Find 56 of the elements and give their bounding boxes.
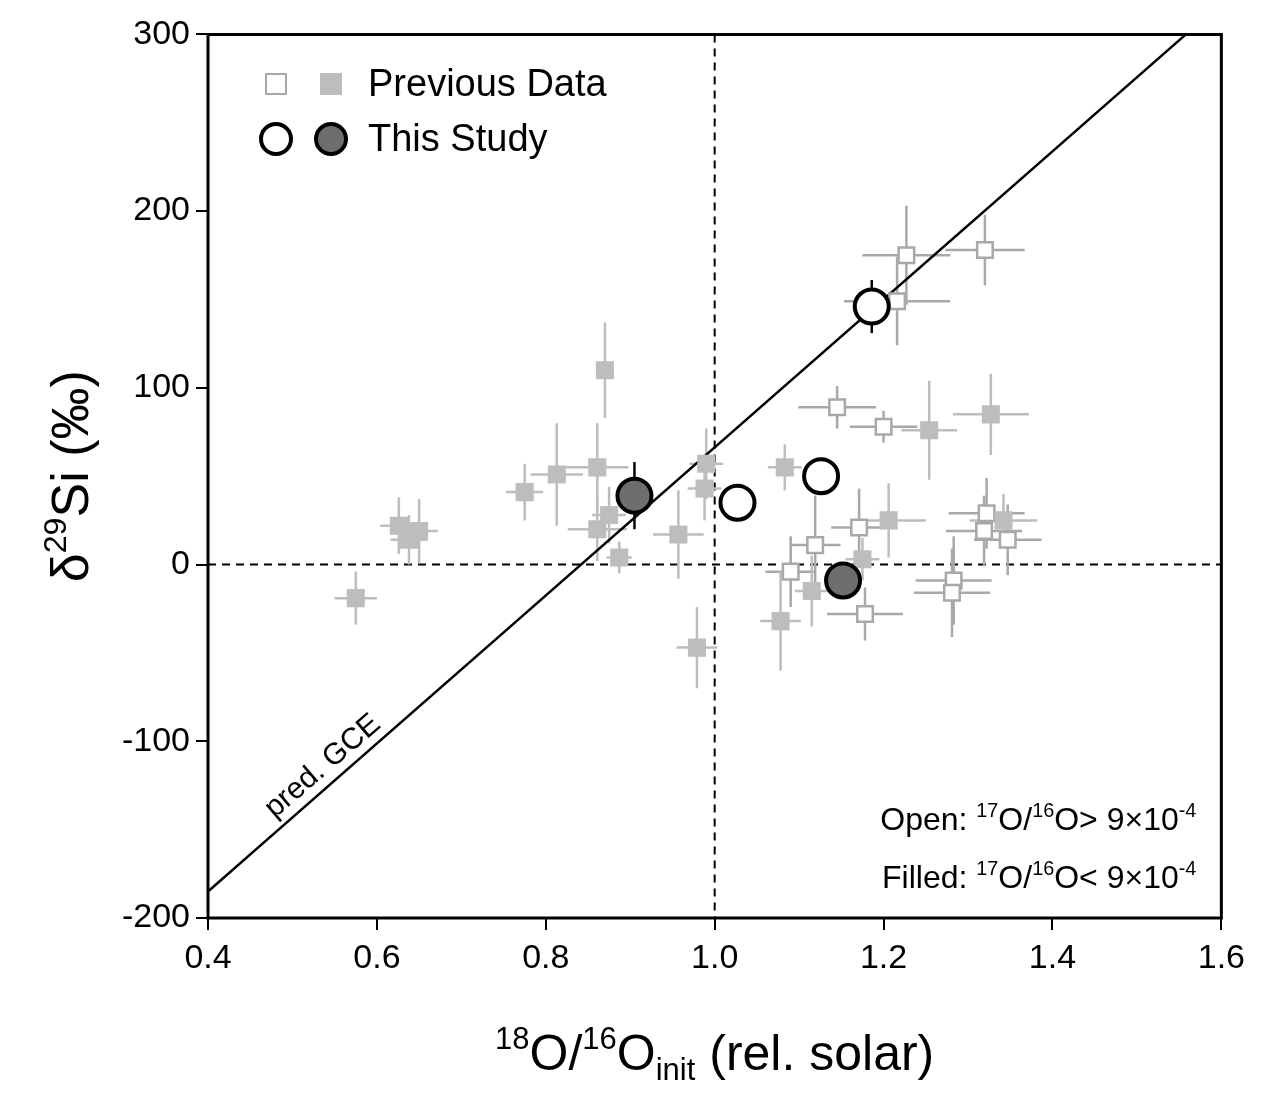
point [977,504,996,523]
point [588,458,607,477]
point [853,550,872,569]
point [346,589,365,608]
legend-label: This Study [368,117,548,161]
x-tick-label: 1.4 [1028,936,1077,975]
point [975,521,994,541]
x-tick-label: 1.2 [859,936,908,975]
y-axis-title: δ29Si (‰) [37,370,99,583]
y-tick-label: 0 [171,542,190,581]
y-tick-label: 100 [133,366,190,405]
point [515,483,534,502]
point [942,583,962,602]
point [389,516,408,535]
point [615,476,654,515]
point [888,292,907,311]
x-tick-label: 0.6 [353,936,401,975]
x-tick-label: 1.6 [1197,936,1245,975]
point [399,530,419,549]
y-tick-label: -100 [121,719,190,758]
y-tick-label: 200 [133,189,190,228]
point [588,520,607,539]
point [824,561,863,600]
point [697,454,716,473]
x-tick-label: 0.4 [184,936,232,975]
point [806,536,825,555]
point [802,457,841,496]
point [547,465,566,484]
point [998,530,1017,549]
legend-label: Previous Data [368,62,607,106]
point [595,361,614,380]
y-tick-label: -200 [121,896,190,935]
point [802,582,821,601]
point [975,240,994,260]
point [695,479,714,498]
point [781,562,800,581]
point [771,612,790,631]
x-tick-label: 0.8 [522,936,570,975]
point [687,638,706,657]
point [874,417,893,436]
point [850,518,869,537]
point [600,506,619,525]
y-tick-label: 300 [133,12,190,51]
x-tick-label: 1.0 [691,936,739,975]
point [897,246,916,265]
point [879,511,898,530]
point [994,511,1013,530]
point [828,398,847,417]
point [718,483,757,522]
point [855,605,875,624]
point [775,458,794,477]
point [610,548,629,567]
point [852,287,891,326]
point [669,525,688,544]
point [920,421,939,440]
point [981,405,1000,424]
